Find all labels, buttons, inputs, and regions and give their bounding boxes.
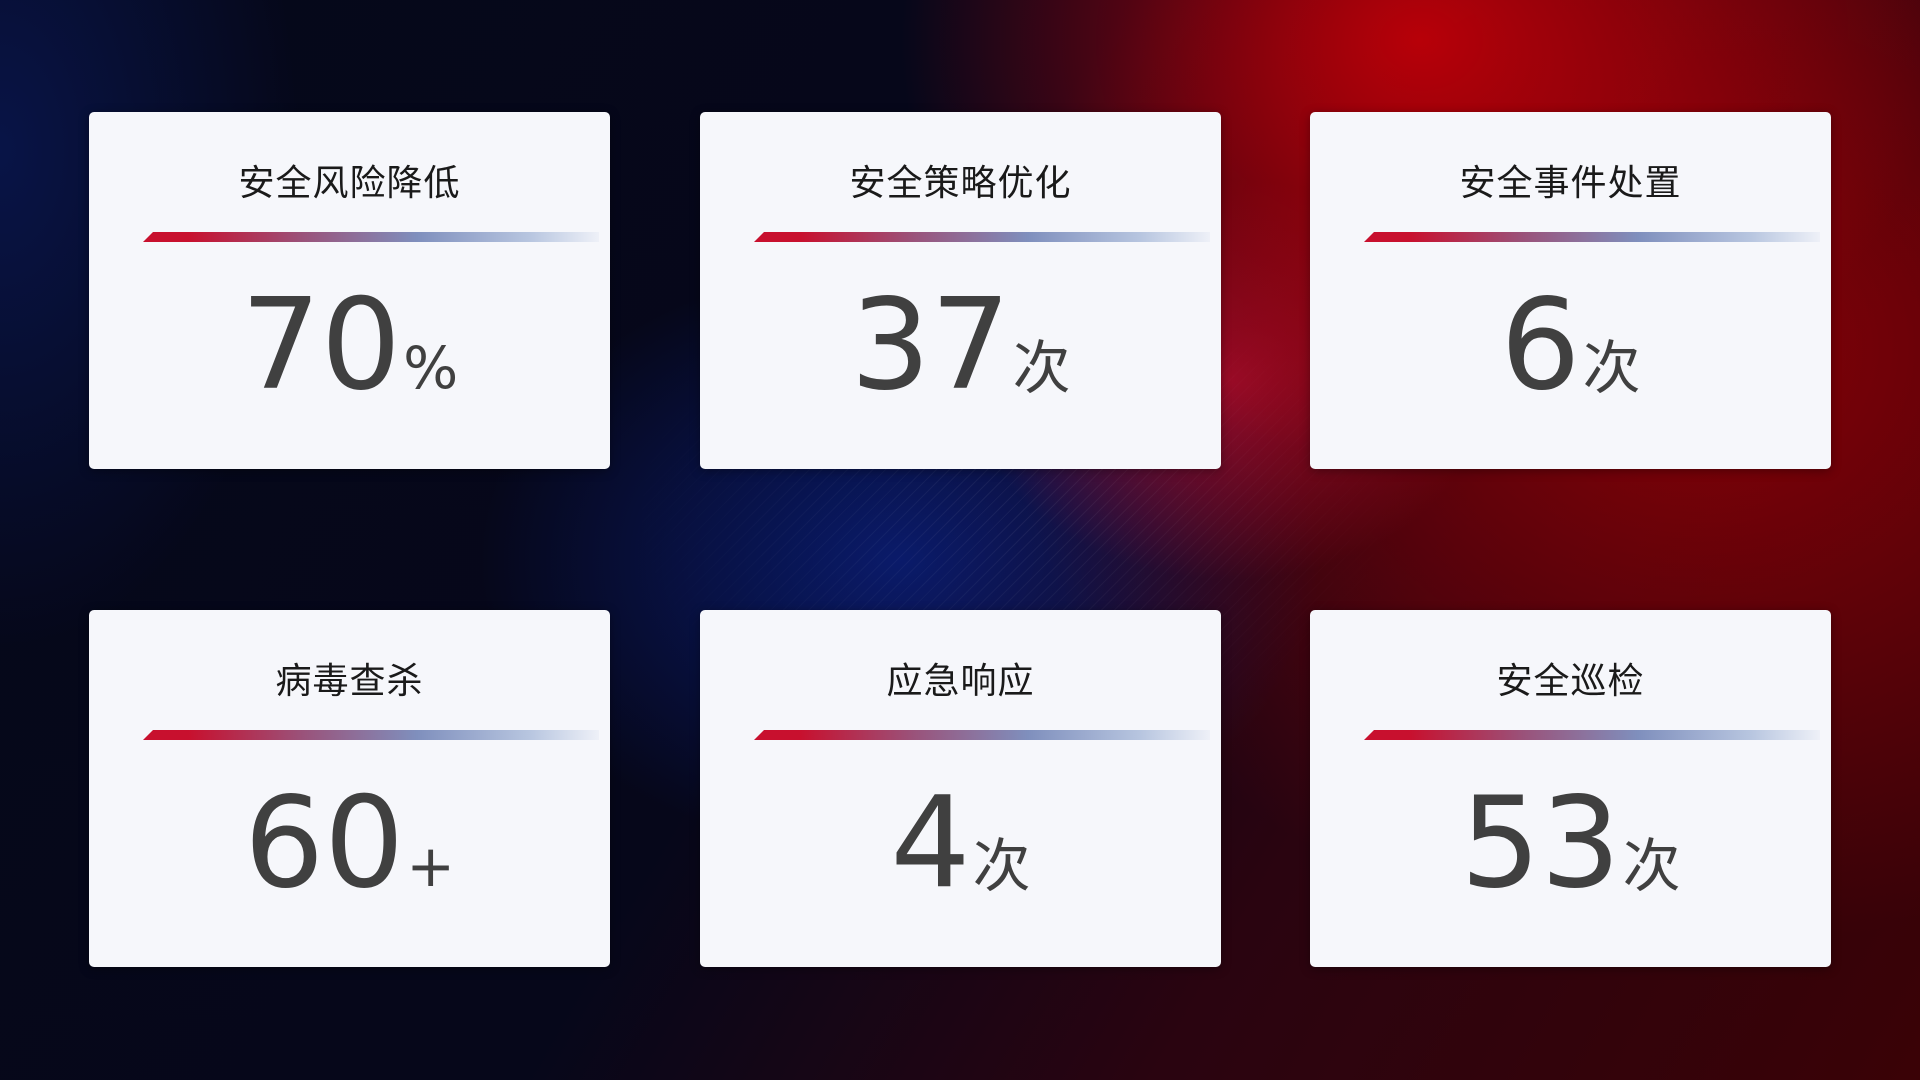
card-title: 安全策略优化 (849, 163, 1072, 204)
value-number: 70 (240, 271, 402, 418)
accent-bar (1364, 730, 1820, 740)
card-value: 4次 (700, 780, 1221, 906)
card-title: 安全巡检 (1496, 661, 1645, 702)
value-unit: 次 (972, 832, 1031, 900)
stat-card-policy-optimization: 安全策略优化 37次 (700, 112, 1221, 469)
stat-card-security-inspection: 安全巡检 53次 (1310, 610, 1831, 967)
value-unit: 次 (1582, 334, 1641, 402)
value-unit: 次 (1622, 832, 1681, 900)
accent-bar (143, 730, 599, 740)
stat-card-risk-reduction: 安全风险降低 70% (89, 112, 610, 469)
card-title: 安全风险降低 (238, 163, 461, 204)
card-title: 病毒查杀 (275, 661, 424, 702)
accent-bar (143, 232, 599, 242)
card-value: 53次 (1310, 780, 1831, 906)
card-value: 60+ (89, 780, 610, 906)
value-unit: % (403, 334, 459, 402)
value-number: 6 (1500, 271, 1581, 418)
card-value: 6次 (1310, 282, 1831, 408)
value-unit: 次 (1012, 334, 1071, 402)
value-number: 4 (890, 769, 971, 916)
card-title: 安全事件处置 (1459, 163, 1682, 204)
value-number: 53 (1460, 769, 1621, 916)
value-number: 37 (850, 271, 1011, 418)
value-number: 60 (244, 769, 405, 916)
value-unit: + (406, 832, 455, 900)
accent-bar (754, 232, 1210, 242)
stat-card-virus-removal: 病毒查杀 60+ (89, 610, 610, 967)
card-value: 37次 (700, 282, 1221, 408)
stat-card-emergency-response: 应急响应 4次 (700, 610, 1221, 967)
accent-bar (754, 730, 1210, 740)
card-title: 应急响应 (886, 661, 1035, 702)
stat-card-incident-handling: 安全事件处置 6次 (1310, 112, 1831, 469)
accent-bar (1364, 232, 1820, 242)
card-value: 70% (89, 282, 610, 408)
